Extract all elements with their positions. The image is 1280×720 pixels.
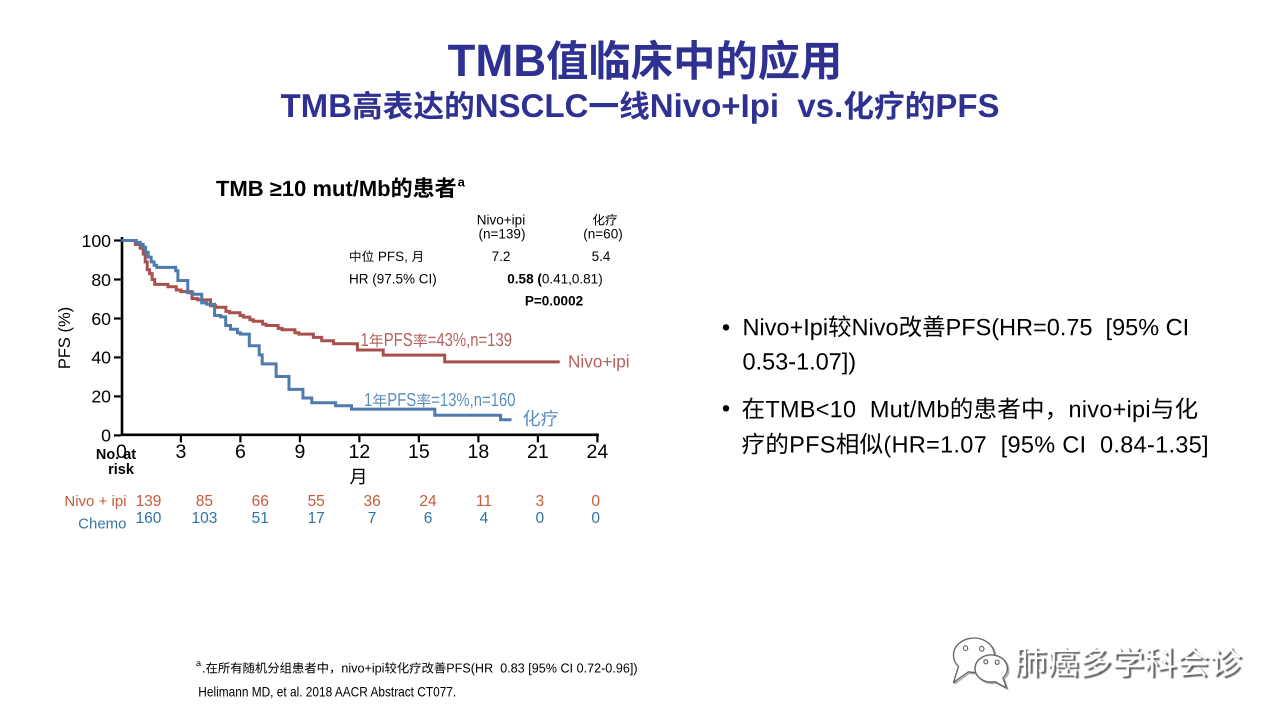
svg-text:11: 11 (476, 493, 492, 510)
svg-text:0.41,0.81): 0.41,0.81) (542, 272, 603, 287)
svg-text:160: 160 (136, 510, 162, 527)
svg-text:40: 40 (91, 348, 111, 368)
svg-text:PFS (%): PFS (%) (56, 307, 74, 369)
svg-text:0.58 (: 0.58 ( (507, 272, 542, 287)
svg-text:0: 0 (535, 510, 544, 527)
svg-text:100: 100 (81, 231, 111, 251)
svg-text:Nivo + ipi: Nivo + ipi (64, 493, 126, 510)
svg-text:Nivo+ipi: Nivo+ipi (568, 352, 630, 372)
svg-text:risk: risk (108, 462, 135, 478)
svg-text:24: 24 (419, 493, 437, 510)
svg-text:7.2: 7.2 (492, 249, 511, 264)
svg-text:6: 6 (424, 510, 433, 527)
svg-text:7: 7 (368, 510, 377, 527)
svg-text:a: a (458, 175, 466, 190)
svg-text:24: 24 (587, 441, 609, 463)
svg-text:0: 0 (101, 426, 111, 446)
svg-text:Nivo+ipi: Nivo+ipi (477, 213, 525, 228)
svg-text:51: 51 (252, 510, 269, 527)
svg-text:3: 3 (175, 441, 186, 463)
svg-text:85: 85 (196, 493, 213, 510)
svg-text:55: 55 (308, 493, 325, 510)
svg-text:4: 4 (480, 510, 489, 527)
svg-text:HR (97.5% CI): HR (97.5% CI) (349, 272, 437, 287)
svg-text:9: 9 (294, 441, 305, 463)
svg-text:No. at: No. at (96, 447, 136, 463)
svg-text:80: 80 (91, 270, 111, 290)
svg-text:Helimann MD, et al. 2018 AACR: Helimann MD, et al. 2018 AACR Abstract C… (198, 684, 456, 700)
svg-text:Chemo: Chemo (78, 516, 126, 533)
svg-text:P=0.0002: P=0.0002 (525, 294, 583, 309)
svg-text:17: 17 (308, 510, 325, 527)
svg-text:6: 6 (235, 441, 246, 463)
svg-text:0: 0 (591, 493, 600, 510)
svg-text:139: 139 (136, 493, 162, 510)
svg-text:103: 103 (191, 510, 217, 527)
svg-text:15: 15 (408, 441, 430, 463)
svg-text:5.4: 5.4 (592, 249, 611, 264)
svg-text:21: 21 (527, 441, 549, 463)
svg-text:18: 18 (468, 441, 490, 463)
svg-text:0: 0 (591, 510, 600, 527)
svg-text:0: 0 (116, 441, 127, 463)
svg-text:12: 12 (349, 441, 371, 463)
svg-text:60: 60 (91, 309, 111, 329)
svg-text:66: 66 (252, 493, 269, 510)
svg-text:20: 20 (91, 387, 111, 407)
svg-text:(n=60): (n=60) (583, 226, 622, 241)
svg-text:36: 36 (363, 493, 380, 510)
svg-text:(n=139): (n=139) (479, 226, 526, 241)
svg-text:3: 3 (535, 493, 544, 510)
